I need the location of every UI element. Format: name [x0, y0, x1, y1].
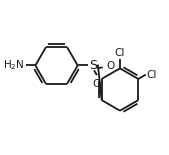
- Text: H$_2$N: H$_2$N: [3, 59, 25, 72]
- Text: S: S: [89, 59, 97, 72]
- Text: Cl: Cl: [115, 48, 125, 58]
- Text: O: O: [106, 61, 115, 71]
- Text: O: O: [93, 79, 101, 89]
- Text: Cl: Cl: [147, 70, 157, 80]
